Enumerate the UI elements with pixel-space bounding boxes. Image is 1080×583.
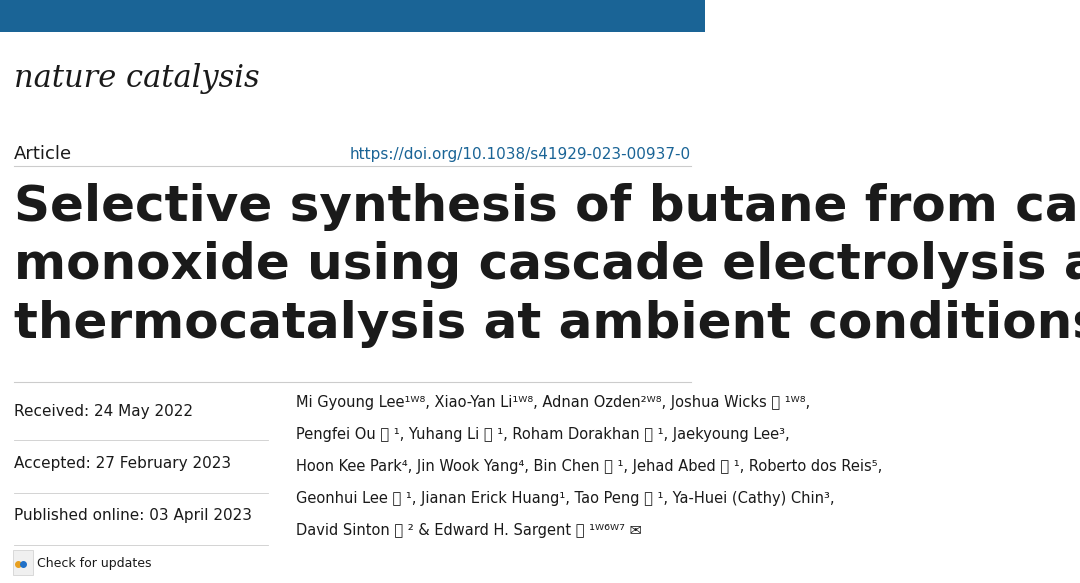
Text: monoxide using cascade electrolysis and: monoxide using cascade electrolysis and bbox=[14, 241, 1080, 289]
Text: https://doi.org/10.1038/s41929-023-00937-0: https://doi.org/10.1038/s41929-023-00937… bbox=[350, 147, 691, 162]
Text: Published online: 03 April 2023: Published online: 03 April 2023 bbox=[14, 508, 252, 524]
Text: Check for updates: Check for updates bbox=[37, 557, 151, 570]
Text: Accepted: 27 February 2023: Accepted: 27 February 2023 bbox=[14, 456, 231, 471]
Text: Received: 24 May 2022: Received: 24 May 2022 bbox=[14, 403, 193, 419]
Text: Selective synthesis of butane from carbon: Selective synthesis of butane from carbo… bbox=[14, 183, 1080, 231]
Text: David Sinton ⓘ ² & Edward H. Sargent ⓘ ¹ᵂ⁶ᵂ⁷ ✉: David Sinton ⓘ ² & Edward H. Sargent ⓘ ¹… bbox=[296, 523, 642, 538]
Text: Mi Gyoung Lee¹ᵂ⁸, Xiao-Yan Li¹ᵂ⁸, Adnan Ozden²ᵂ⁸, Joshua Wicks ⓘ ¹ᵂ⁸,: Mi Gyoung Lee¹ᵂ⁸, Xiao-Yan Li¹ᵂ⁸, Adnan … bbox=[296, 395, 810, 410]
Text: thermocatalysis at ambient conditions: thermocatalysis at ambient conditions bbox=[14, 300, 1080, 347]
FancyBboxPatch shape bbox=[13, 550, 33, 575]
Text: Pengfei Ou ⓘ ¹, Yuhang Li ⓘ ¹, Roham Dorakhan ⓘ ¹, Jaekyoung Lee³,: Pengfei Ou ⓘ ¹, Yuhang Li ⓘ ¹, Roham Dor… bbox=[296, 427, 789, 442]
Text: Hoon Kee Park⁴, Jin Wook Yang⁴, Bin Chen ⓘ ¹, Jehad Abed ⓘ ¹, Roberto dos Reis⁵,: Hoon Kee Park⁴, Jin Wook Yang⁴, Bin Chen… bbox=[296, 459, 882, 474]
Text: Geonhui Lee ⓘ ¹, Jianan Erick Huang¹, Tao Peng ⓘ ¹, Ya-Huei (Cathy) Chin³,: Geonhui Lee ⓘ ¹, Jianan Erick Huang¹, Ta… bbox=[296, 491, 835, 506]
Text: nature catalysis: nature catalysis bbox=[14, 63, 259, 94]
FancyBboxPatch shape bbox=[0, 0, 705, 32]
Text: Article: Article bbox=[14, 146, 72, 163]
